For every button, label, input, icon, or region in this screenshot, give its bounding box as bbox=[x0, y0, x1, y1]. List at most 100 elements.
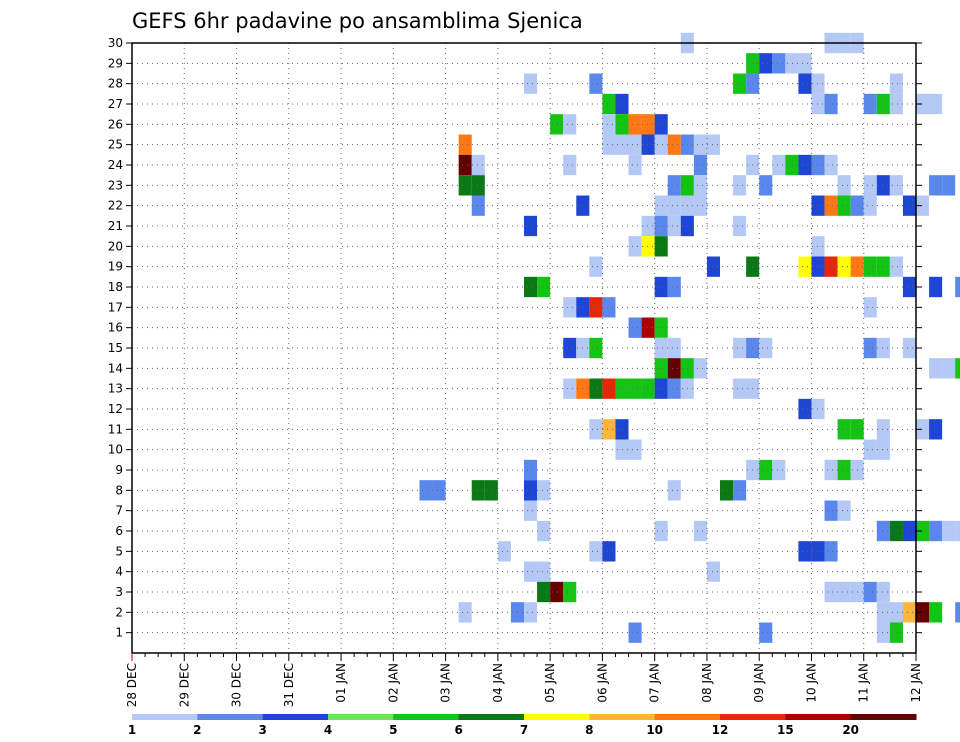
x-tick-label: 07 JAN bbox=[648, 663, 662, 703]
heatmap-cell bbox=[602, 419, 616, 440]
heatmap-cell bbox=[824, 195, 838, 216]
heatmap-cell bbox=[628, 378, 642, 399]
y-tick-label: 20 bbox=[108, 239, 123, 253]
heatmap-cell bbox=[811, 93, 825, 115]
heatmap-cell bbox=[733, 337, 747, 359]
y-tick-label: 15 bbox=[108, 341, 123, 355]
heatmap-cell bbox=[759, 622, 773, 643]
colorbar-swatch bbox=[654, 714, 721, 720]
y-tick-label: 9 bbox=[115, 463, 123, 477]
heatmap-cell bbox=[759, 459, 773, 481]
heatmap-cell bbox=[706, 134, 720, 155]
heatmap-cell bbox=[563, 154, 577, 176]
y-tick-label: 19 bbox=[108, 260, 123, 274]
heatmap-cell bbox=[824, 500, 838, 521]
heatmap-cell bbox=[798, 53, 812, 74]
y-tick-label: 3 bbox=[115, 585, 123, 599]
heatmap-cell bbox=[837, 195, 851, 216]
x-tick-label: 09 JAN bbox=[752, 663, 766, 703]
heatmap-cell bbox=[733, 480, 747, 501]
heatmap-cell bbox=[537, 581, 551, 603]
heatmap-cell bbox=[667, 358, 681, 379]
heatmap-cell bbox=[628, 114, 642, 135]
heatmap-cell bbox=[876, 337, 890, 359]
heatmap-cell bbox=[811, 398, 825, 420]
heatmap-cell bbox=[484, 480, 498, 501]
heatmap-cell bbox=[471, 154, 485, 176]
heatmap-cell bbox=[524, 602, 538, 623]
heatmap-cell bbox=[942, 358, 956, 379]
heatmap-cell bbox=[955, 358, 960, 379]
heatmap-cell bbox=[929, 602, 943, 623]
y-tick-label: 13 bbox=[108, 382, 123, 396]
heatmap-cell bbox=[589, 297, 603, 318]
heatmap-cell bbox=[733, 73, 747, 94]
colorbar-swatch bbox=[262, 714, 329, 720]
heatmap-cell bbox=[811, 256, 825, 277]
heatmap-cell bbox=[667, 378, 681, 399]
heatmap-cell bbox=[706, 561, 720, 582]
heatmap-cell bbox=[916, 93, 930, 115]
heatmap-cell bbox=[824, 459, 838, 481]
heatmap-cell bbox=[667, 337, 681, 359]
heatmap-cell bbox=[589, 419, 603, 440]
colorbar-label: 5 bbox=[389, 723, 397, 737]
heatmap-cell bbox=[589, 541, 603, 562]
x-tick-label: 05 JAN bbox=[543, 663, 557, 703]
heatmap-cell bbox=[902, 337, 916, 359]
heatmap-cell bbox=[589, 256, 603, 277]
heatmap-cell bbox=[798, 256, 812, 277]
x-tick-label: 28 DEC bbox=[125, 663, 139, 707]
heatmap-cell bbox=[628, 236, 642, 257]
heatmap-cell bbox=[929, 520, 943, 542]
colorbar-swatch bbox=[720, 714, 786, 720]
heatmap-cell bbox=[602, 134, 616, 155]
heatmap-cell bbox=[876, 520, 890, 542]
y-tick-label: 5 bbox=[115, 544, 123, 558]
colorbar-label: 2 bbox=[193, 723, 201, 737]
heatmap-cell bbox=[811, 154, 825, 176]
heatmap-cell bbox=[641, 134, 655, 155]
x-tick-label: 01 JAN bbox=[334, 663, 348, 703]
heatmap-cell bbox=[955, 602, 960, 623]
heatmap-cell bbox=[432, 480, 446, 501]
heatmap-cell bbox=[837, 419, 851, 440]
x-tick-label: 03 JAN bbox=[439, 663, 453, 703]
heatmap-cell bbox=[889, 73, 903, 94]
heatmap-cell bbox=[837, 581, 851, 603]
heatmap-cell bbox=[720, 480, 734, 501]
heatmap-cell bbox=[563, 581, 577, 603]
heatmap-cell bbox=[654, 378, 668, 399]
heatmap-cell bbox=[667, 175, 681, 196]
y-tick-label: 30 bbox=[108, 36, 123, 50]
heatmap-cell bbox=[654, 236, 668, 257]
heatmap-cell bbox=[759, 53, 773, 74]
heatmap-cell bbox=[589, 337, 603, 359]
heatmap-cell bbox=[667, 480, 681, 501]
gridlines bbox=[132, 43, 916, 653]
heatmap-cell bbox=[537, 276, 551, 298]
y-tick-label: 10 bbox=[108, 443, 123, 457]
heatmap-cell bbox=[759, 337, 773, 359]
heatmap-cell bbox=[955, 520, 960, 542]
heatmap-cell bbox=[876, 256, 890, 277]
heatmap-cell bbox=[654, 215, 668, 237]
heatmap-cell bbox=[706, 256, 720, 277]
heatmap-cell bbox=[863, 195, 877, 216]
heatmap-cell bbox=[693, 175, 707, 196]
y-tick-label: 6 bbox=[115, 524, 123, 538]
y-tick-label: 14 bbox=[108, 361, 123, 375]
colorbar-label: 4 bbox=[324, 723, 332, 737]
heatmap-cell bbox=[641, 317, 655, 338]
y-tick-label: 8 bbox=[115, 483, 123, 497]
x-tick-label: 06 JAN bbox=[595, 663, 609, 703]
heatmap-cell bbox=[876, 622, 890, 643]
heatmap-cell bbox=[876, 581, 890, 603]
heatmap-cell bbox=[524, 561, 538, 582]
heatmap-cell bbox=[876, 439, 890, 460]
heatmap-cell bbox=[693, 134, 707, 155]
heatmap-cell bbox=[759, 175, 773, 196]
heatmap-cell bbox=[628, 622, 642, 643]
heatmap-cell bbox=[876, 93, 890, 115]
